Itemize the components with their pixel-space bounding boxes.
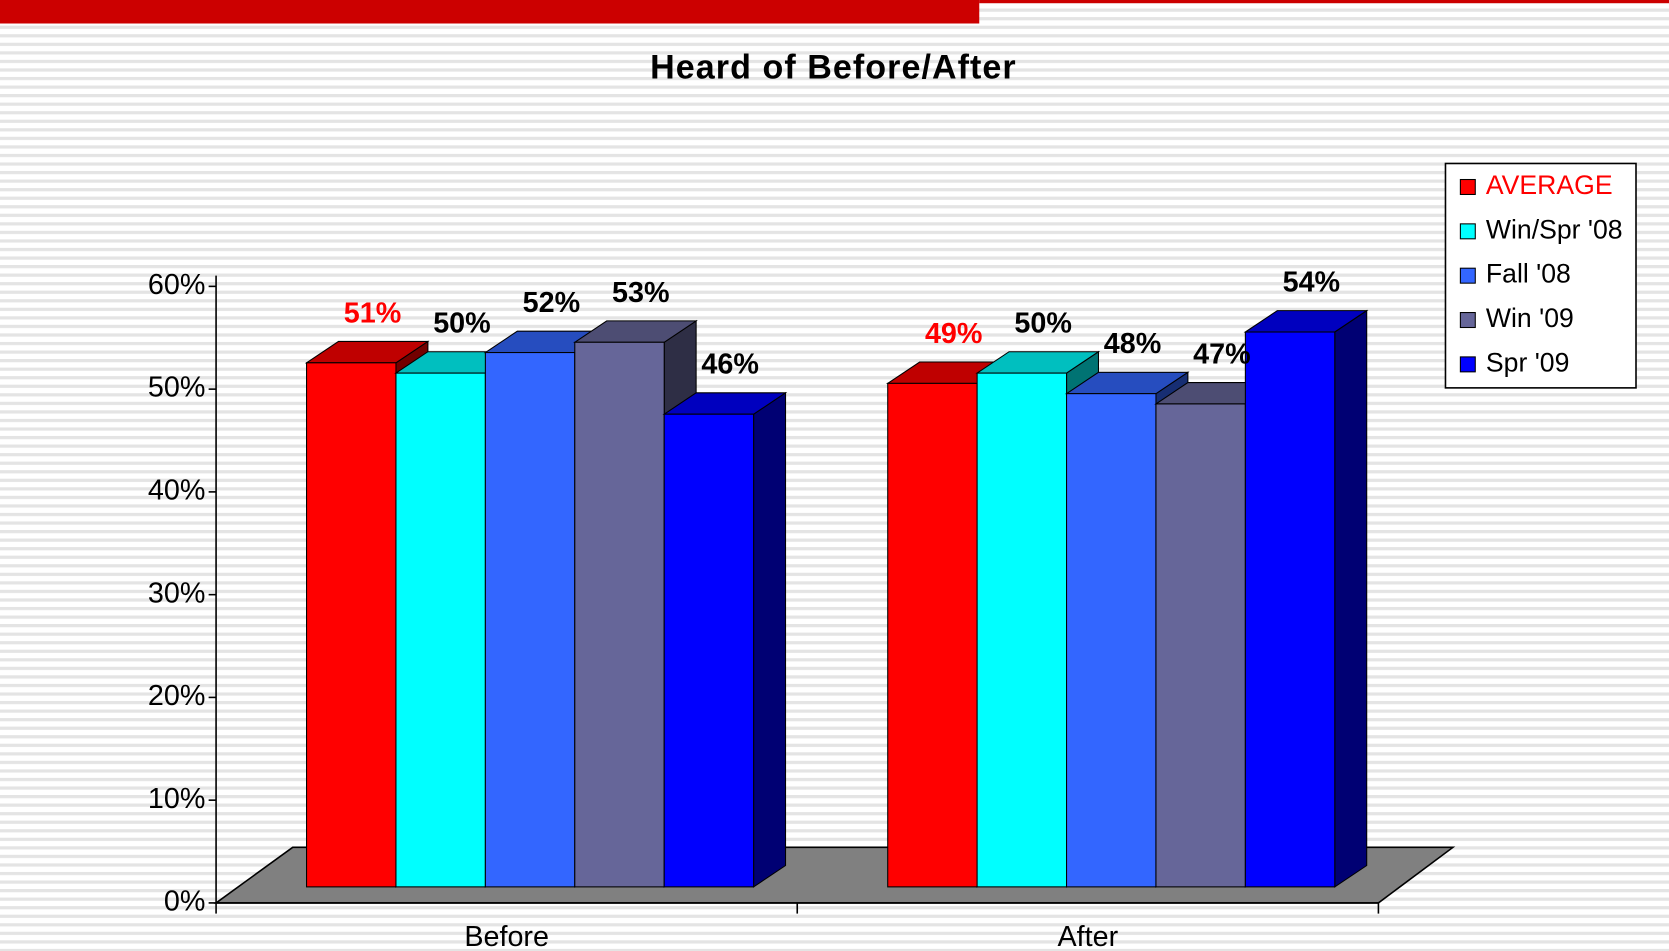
value-label: 46% [701,349,758,381]
legend-swatch [1459,178,1476,196]
legend-label: AVERAGE [1486,170,1613,200]
bar [887,382,978,888]
bar [1244,331,1336,888]
bar [1066,393,1157,888]
legend-swatch [1459,356,1476,373]
legend-label: Win/Spr '08 [1486,214,1623,244]
legend-swatch [1459,223,1476,240]
bar [663,413,755,888]
header-line [979,0,1669,4]
legend-label: Spr '09 [1486,347,1569,377]
value-label: 51% [344,297,401,329]
value-label: 47% [1193,338,1250,370]
x-tick-label: Before [464,921,549,951]
legend-box [1444,162,1637,389]
bar [1155,403,1246,888]
legend-swatch [1459,312,1476,329]
y-tick-label: 10% [148,783,205,815]
value-label: 48% [1104,328,1161,360]
bar-side [1334,309,1368,888]
y-tick-label: 60% [148,269,205,301]
y-tick-label: 50% [148,372,205,404]
value-label: 54% [1283,266,1340,298]
y-tick-label: 40% [148,474,205,506]
bar [574,341,665,888]
value-label: 50% [1014,308,1071,340]
legend-label: Win '09 [1486,303,1574,333]
bar [306,362,397,888]
chart-title: Heard of Before/After [650,48,1017,86]
legend-label: Fall '08 [1486,259,1571,289]
value-label: 50% [433,308,490,340]
bar [395,372,486,888]
y-tick-label: 0% [164,885,206,917]
bar [976,372,1068,888]
legend-swatch [1459,267,1476,284]
x-tick-label: After [1057,921,1118,951]
bar-side [753,391,787,888]
value-label: 49% [925,318,982,350]
header-bar [0,0,980,24]
y-tick-label: 30% [148,577,205,609]
value-label: 52% [523,287,580,319]
y-tick-label: 20% [148,680,205,712]
bar [484,352,576,888]
value-label: 53% [612,277,669,309]
